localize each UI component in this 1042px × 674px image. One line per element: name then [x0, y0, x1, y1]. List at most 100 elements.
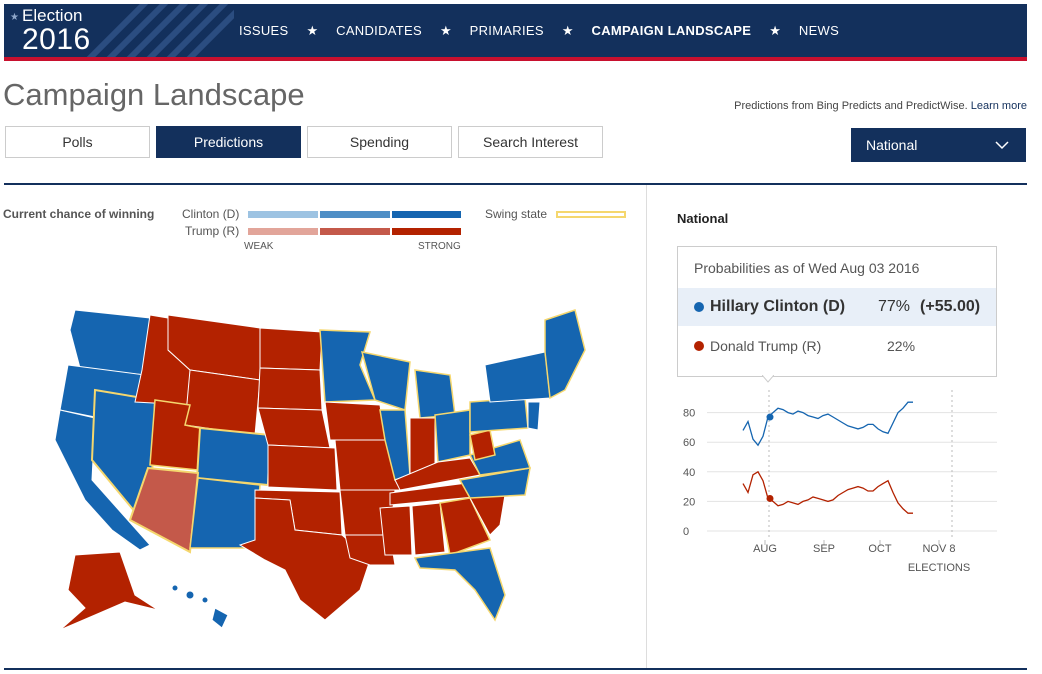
state-kansas[interactable]	[267, 444, 338, 491]
y-tick-label: 0	[683, 526, 689, 538]
x-extra-label: ELECTIONS	[908, 562, 970, 574]
legend-title: Current chance of winning	[3, 207, 155, 221]
state-new-mexico[interactable]	[189, 477, 261, 549]
x-tick-label: AUG	[753, 543, 777, 555]
state-washington[interactable]	[69, 309, 151, 376]
tab-predictions[interactable]: Predictions	[156, 126, 301, 158]
legend-trump-label: Trump (R)	[185, 224, 240, 238]
y-tick-label: 20	[683, 496, 695, 508]
trump-strong-swatch	[392, 228, 461, 235]
state-virginia[interactable]	[468, 439, 532, 476]
state-wyoming[interactable]	[184, 369, 261, 436]
star-separator-icon: ★	[769, 22, 781, 38]
state-ohio[interactable]	[434, 409, 471, 463]
clinton-lean-swatch	[320, 211, 390, 218]
probability-line-chart[interactable]: 80 60 40 20 0 AUG SEP OCT NOV 8 ELECTIONS	[677, 390, 1007, 580]
state-colorado[interactable]	[195, 426, 272, 487]
panel-title: National	[677, 211, 729, 226]
state-nebraska[interactable]	[257, 407, 331, 449]
state-iowa[interactable]	[324, 401, 386, 441]
nav-primaries[interactable]: PRIMARIES	[469, 23, 544, 38]
probabilities-date: Probabilities as of Wed Aug 03 2016	[694, 260, 920, 276]
y-tick-label: 60	[683, 437, 695, 449]
x-tick-label: SEP	[813, 543, 835, 555]
state-north-dakota[interactable]	[259, 327, 323, 371]
nav-issues[interactable]: ISSUES	[239, 23, 289, 38]
nav-candidates[interactable]: CANDIDATES	[336, 23, 422, 38]
y-tick-label: 80	[683, 408, 695, 420]
state-wisconsin[interactable]	[360, 351, 411, 412]
tooltip-pointer-icon	[762, 375, 774, 383]
flag-stripes-graphic: ★	[10, 4, 234, 57]
state-georgia[interactable]	[439, 497, 492, 557]
tab-search-interest[interactable]: Search Interest	[458, 126, 603, 158]
source-text: Predictions from Bing Predicts and Predi…	[734, 100, 968, 112]
nav-news[interactable]: NEWS	[798, 23, 840, 38]
trump-lean-swatch	[320, 228, 390, 235]
trump-weak-swatch	[248, 228, 318, 235]
state-new-york[interactable]	[484, 351, 551, 403]
state-texas[interactable]	[238, 497, 371, 621]
clinton-dot-icon	[694, 302, 704, 312]
candidate-row-trump[interactable]: Donald Trump (R) 22%	[678, 327, 996, 365]
x-tick-label: OCT	[868, 543, 892, 555]
chart-x-axis: AUG SEP OCT NOV 8 ELECTIONS	[753, 543, 970, 574]
chart-y-axis: 80 60 40 20 0	[683, 408, 695, 538]
top-navigation-bar: ★ Election 2016 ISSUES ★ CANDIDATES ★ PR…	[4, 4, 1027, 57]
star-separator-icon: ★	[561, 22, 574, 38]
column-separator	[646, 185, 647, 668]
legend-strong-label: STRONG	[418, 241, 461, 252]
state-mississippi[interactable]	[379, 505, 413, 556]
section-divider	[4, 183, 1027, 185]
section-divider-bottom	[4, 668, 1027, 670]
learn-more-link[interactable]: Learn more	[970, 100, 1027, 112]
state-new-england[interactable]	[544, 309, 586, 400]
clinton-weak-swatch	[248, 211, 318, 218]
state-michigan[interactable]	[414, 369, 456, 419]
legend-swing-label: Swing state	[485, 207, 548, 221]
clinton-series-line	[742, 401, 913, 447]
legend-weak-label: WEAK	[244, 241, 274, 252]
prediction-source: Predictions from Bing Predicts and Predi…	[734, 100, 1027, 112]
star-icon: ★	[10, 12, 19, 23]
state-pennsylvania[interactable]	[469, 397, 529, 433]
tab-spending[interactable]: Spending	[307, 126, 452, 158]
state-minnesota[interactable]	[319, 329, 377, 403]
state-west-virginia[interactable]	[469, 429, 496, 461]
star-separator-icon: ★	[439, 22, 452, 38]
state-arizona[interactable]	[128, 466, 200, 554]
legend-clinton-label: Clinton (D)	[182, 207, 240, 221]
candidate-row-clinton[interactable]: Hillary Clinton (D) 77% (+55.00)	[678, 288, 996, 326]
x-tick-label: NOV 8	[922, 543, 955, 555]
nav-campaign-landscape[interactable]: CAMPAIGN LANDSCAPE	[591, 23, 752, 38]
region-dropdown-value: National	[866, 137, 918, 153]
header-accent-line	[4, 57, 1027, 61]
page-title: Campaign Landscape	[3, 77, 305, 112]
state-alaska[interactable]	[59, 551, 159, 631]
clinton-strong-swatch	[392, 211, 461, 218]
trump-current-point	[766, 494, 774, 502]
logo-word: Election	[22, 6, 83, 25]
view-tabs: Polls Predictions Spending Search Intere…	[5, 126, 609, 158]
main-nav: ISSUES ★ CANDIDATES ★ PRIMARIES ★ CAMPAI…	[239, 4, 839, 57]
state-alabama[interactable]	[411, 502, 446, 556]
state-south-dakota[interactable]	[257, 367, 323, 411]
chevron-down-icon	[995, 141, 1009, 150]
clinton-current-point	[766, 413, 774, 421]
region-dropdown[interactable]: National	[851, 128, 1026, 162]
tab-polls[interactable]: Polls	[5, 126, 150, 158]
star-separator-icon: ★	[306, 22, 319, 38]
logo-year: 2016	[22, 23, 91, 56]
state-hawaii[interactable]	[171, 584, 229, 629]
election-2016-logo[interactable]: ★ Election 2016	[4, 4, 234, 57]
candidate-name: Donald Trump (R)	[710, 338, 822, 354]
state-new-jersey[interactable]	[527, 401, 541, 431]
chart-series	[742, 401, 913, 514]
probabilities-tooltip: Probabilities as of Wed Aug 03 2016 Hill…	[677, 246, 997, 377]
state-florida[interactable]	[413, 547, 506, 622]
chart-grid	[707, 390, 997, 545]
candidate-change: (+55.00)	[920, 298, 981, 315]
trump-dot-icon	[694, 341, 704, 351]
us-electoral-map	[54, 309, 586, 631]
candidate-probability: 77%	[878, 298, 911, 315]
